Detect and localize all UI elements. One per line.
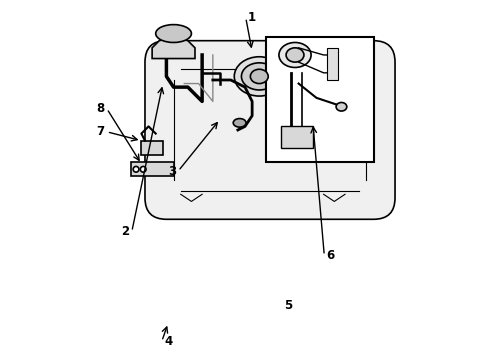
FancyBboxPatch shape <box>145 41 395 219</box>
Text: 7: 7 <box>96 125 104 138</box>
Ellipse shape <box>279 42 311 67</box>
Text: 6: 6 <box>327 249 335 262</box>
Ellipse shape <box>140 166 146 172</box>
Text: 4: 4 <box>164 335 172 348</box>
Polygon shape <box>152 37 195 59</box>
Text: 2: 2 <box>121 225 129 238</box>
Polygon shape <box>142 141 163 155</box>
Ellipse shape <box>133 166 139 172</box>
Ellipse shape <box>234 57 284 96</box>
Bar <box>327 48 338 80</box>
Ellipse shape <box>286 48 304 62</box>
Ellipse shape <box>250 69 268 84</box>
Polygon shape <box>281 126 313 148</box>
Text: 3: 3 <box>168 165 176 177</box>
Ellipse shape <box>233 118 246 127</box>
Text: 1: 1 <box>248 11 256 24</box>
Bar <box>267 37 373 162</box>
Text: 8: 8 <box>96 102 104 115</box>
Ellipse shape <box>156 24 192 42</box>
Ellipse shape <box>242 63 277 90</box>
Ellipse shape <box>336 103 347 111</box>
Text: 5: 5 <box>284 299 292 312</box>
Polygon shape <box>131 162 173 176</box>
